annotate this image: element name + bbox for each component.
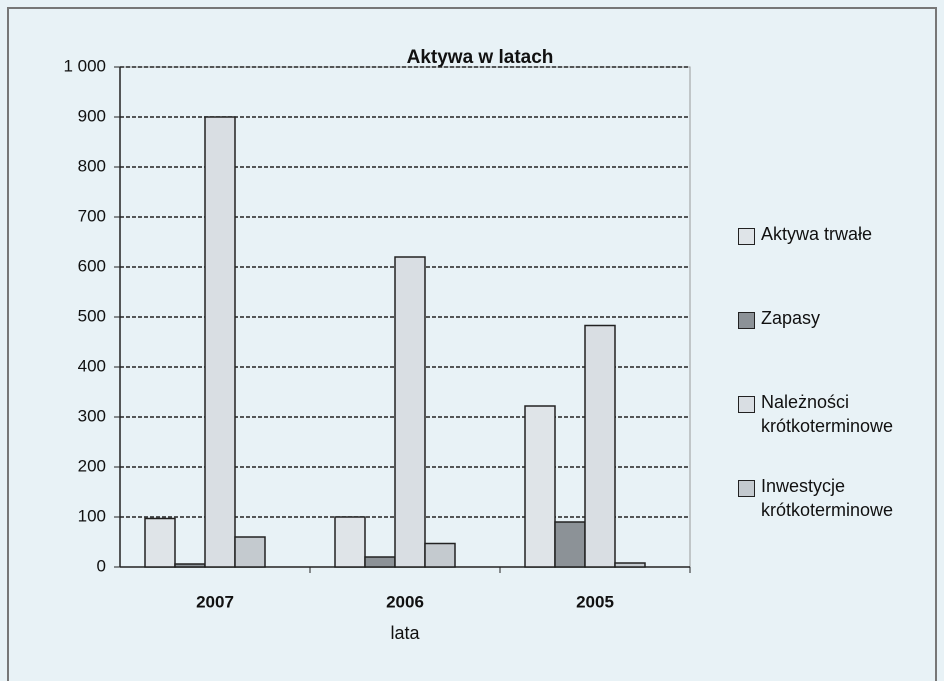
legend-label: Aktywa trwałe bbox=[761, 224, 873, 244]
x-tick-label: 2005 bbox=[576, 592, 614, 611]
legend: Aktywa trwałe Zapasy Należności krótkoterm… bbox=[738, 224, 938, 561]
legend-swatch bbox=[738, 480, 755, 497]
bar bbox=[524, 405, 556, 568]
legend-label: Zapasy bbox=[761, 308, 821, 328]
bar bbox=[584, 324, 616, 568]
x-tick-label: 2007 bbox=[196, 592, 234, 611]
y-tick-label: 200 bbox=[78, 456, 106, 475]
legend-item: Należności krótkoterminowe bbox=[738, 392, 938, 477]
legend-label: Należności krótkoterminowe bbox=[761, 392, 894, 436]
legend-swatch bbox=[738, 396, 755, 413]
y-tick-label: 800 bbox=[78, 156, 106, 175]
bar bbox=[234, 536, 266, 568]
bar bbox=[394, 256, 426, 568]
x-axis-label: lata bbox=[390, 623, 420, 643]
chart-title: Aktywa w latach bbox=[407, 47, 554, 68]
y-tick-label: 400 bbox=[78, 356, 106, 375]
chart-frame bbox=[7, 7, 937, 681]
legend-label: Inwestycje krótkoterminowe bbox=[761, 476, 894, 520]
x-tick-label: 2006 bbox=[386, 592, 424, 611]
legend-item: Zapasy bbox=[738, 308, 938, 393]
bar bbox=[174, 563, 206, 568]
y-tick-label: 500 bbox=[78, 306, 106, 325]
y-tick-label: 1 000 bbox=[63, 56, 106, 75]
bar bbox=[144, 517, 176, 568]
y-tick-label: 700 bbox=[78, 206, 106, 225]
bar bbox=[614, 562, 646, 568]
y-tick-label: 300 bbox=[78, 406, 106, 425]
bar bbox=[424, 542, 456, 568]
legend-swatch bbox=[738, 228, 755, 245]
y-tick-label: 0 bbox=[97, 556, 106, 575]
y-tick-label: 100 bbox=[78, 506, 106, 525]
legend-swatch bbox=[738, 312, 755, 329]
y-tick-label: 900 bbox=[78, 106, 106, 125]
bar bbox=[204, 116, 236, 568]
bar bbox=[334, 516, 366, 568]
bar bbox=[364, 556, 396, 568]
legend-item: Inwestycje krótkoterminowe bbox=[738, 476, 938, 561]
bar bbox=[554, 521, 586, 568]
y-tick-label: 600 bbox=[78, 256, 106, 275]
legend-item: Aktywa trwałe bbox=[738, 224, 938, 309]
